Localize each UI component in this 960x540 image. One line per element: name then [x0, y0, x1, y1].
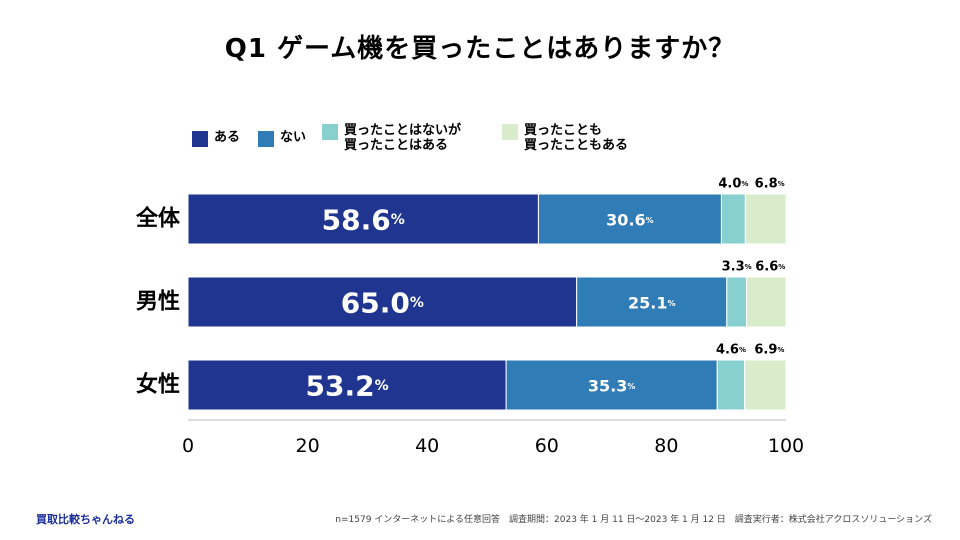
- x-tick-label-4: 80: [654, 435, 678, 457]
- value-label-1-2: 3.3%: [722, 260, 752, 275]
- brand-label: 買取比較ちゃんねる: [36, 513, 135, 526]
- value-label-2-3: 6.9%: [754, 343, 784, 358]
- bar-segment-1-2: [726, 276, 748, 328]
- legend-label-option4: 買ったことも 買ったこともある: [524, 123, 629, 153]
- survey-note: n=1579 インターネットによる任意回答 調査期間：2023 年 1 月 11…: [335, 515, 932, 525]
- bar-segment-0-1: [537, 193, 722, 245]
- legend-item-option4: 買ったことも 買ったこともある: [502, 123, 628, 153]
- bar-segment-0-3: [744, 193, 787, 245]
- legend-item-aru: ある: [192, 130, 240, 147]
- bar-segment-1-0: [187, 276, 578, 328]
- value-label-0-2: 4.0%: [718, 177, 748, 192]
- category-label-2: 女性: [136, 372, 180, 398]
- x-tick-label-0: 0: [182, 435, 194, 457]
- legend-swatch-aru: [192, 131, 208, 147]
- bar-segment-2-0: [187, 359, 507, 411]
- legend-label-aru: ある: [214, 130, 241, 145]
- value-label-2-1: 35.3%: [588, 377, 636, 396]
- legend-item-option3: 買ったことはないが 買ったことはある: [322, 123, 461, 153]
- bar-segment-0-0: [187, 193, 539, 245]
- legend-swatch-option4: [502, 124, 518, 140]
- category-label-1: 男性: [136, 290, 180, 315]
- bar-segment-1-3: [746, 276, 787, 328]
- bar-segment-2-2: [716, 359, 746, 411]
- bar-segment-0-2: [720, 193, 746, 245]
- legend-label-nai: ない: [280, 130, 307, 145]
- value-label-1-1: 25.1%: [628, 294, 676, 313]
- bar-segment-2-1: [505, 359, 718, 411]
- legend-label-option3: 買ったことはないが 買ったことはある: [344, 123, 462, 153]
- legend-item-nai: ない: [258, 130, 306, 147]
- value-label-0-3: 6.8%: [755, 177, 785, 192]
- x-tick-label-2: 40: [415, 435, 439, 457]
- x-tick-label-3: 60: [535, 435, 559, 457]
- x-tick-label-1: 20: [296, 435, 320, 457]
- value-label-1-3: 6.6%: [755, 260, 785, 275]
- value-label-0-1: 30.6%: [606, 211, 654, 230]
- bar-segment-1-1: [576, 276, 728, 328]
- chart-title: Q1 ゲーム機を買ったことはありますか？: [224, 34, 736, 64]
- legend-swatch-option3: [322, 124, 338, 140]
- x-tick-label-5: 100: [768, 435, 804, 457]
- value-label-2-2: 4.6%: [716, 343, 746, 358]
- bar-segment-2-3: [744, 359, 787, 411]
- category-label-0: 全体: [135, 206, 181, 232]
- legend-swatch-nai: [258, 131, 274, 147]
